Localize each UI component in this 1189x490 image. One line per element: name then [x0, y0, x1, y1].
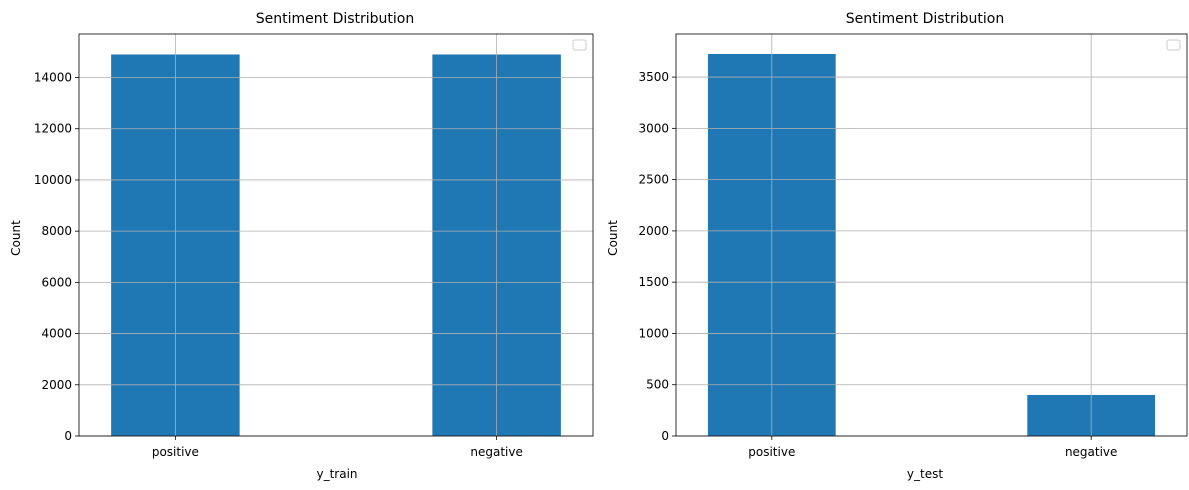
x-tick-label: positive: [152, 445, 199, 459]
y-tick-label: 2000: [41, 378, 72, 392]
y-tick-label: 0: [64, 429, 72, 443]
y-axis-label: Count: [606, 220, 620, 256]
y-tick-label: 3000: [638, 121, 669, 135]
axes-frame: [78, 33, 594, 437]
y-tick-label: 2000: [638, 224, 669, 238]
y-tick-label: 1000: [638, 326, 669, 340]
y-tick-label: 14000: [34, 71, 72, 85]
y-tick-label: 1500: [638, 275, 669, 289]
x-tick-label: positive: [748, 445, 795, 459]
y-tick-label: 3500: [638, 70, 669, 84]
x-tick-label: negative: [1065, 445, 1117, 459]
y-tick-label: 500: [646, 378, 669, 392]
y-tick-label: 12000: [34, 122, 72, 136]
x-axis-label: y_test: [907, 467, 943, 481]
chart-right: Sentiment Distribution 0 500 1000 1500 2000 2…: [606, 11, 1188, 481]
x-axis-label: y_train: [316, 467, 357, 481]
axes-frame: [675, 33, 1188, 437]
plot-area: 0 2000 4000 6000 8000 10000 12000 14000 positive…: [34, 33, 594, 459]
chart-title: Sentiment Distribution: [846, 11, 1005, 27]
chart-left: Sentiment Distribution 0 2000 4000 6000 8000…: [9, 11, 594, 481]
legend-box: [572, 39, 587, 51]
y-tick-label: 8000: [41, 224, 72, 238]
y-tick-label: 6000: [41, 275, 72, 289]
plot-area: 0 500 1000 1500 2000 2500 3000 3500 positive nega…: [638, 33, 1188, 459]
chart-title: Sentiment Distribution: [256, 11, 415, 27]
y-tick-label: 2500: [638, 173, 669, 187]
legend-box: [1166, 39, 1181, 51]
x-tick-label: negative: [470, 445, 522, 459]
y-axis-label: Count: [9, 220, 23, 256]
y-tick-label: 0: [661, 429, 669, 443]
y-tick-label: 4000: [41, 327, 72, 341]
y-tick-label: 10000: [34, 173, 72, 187]
